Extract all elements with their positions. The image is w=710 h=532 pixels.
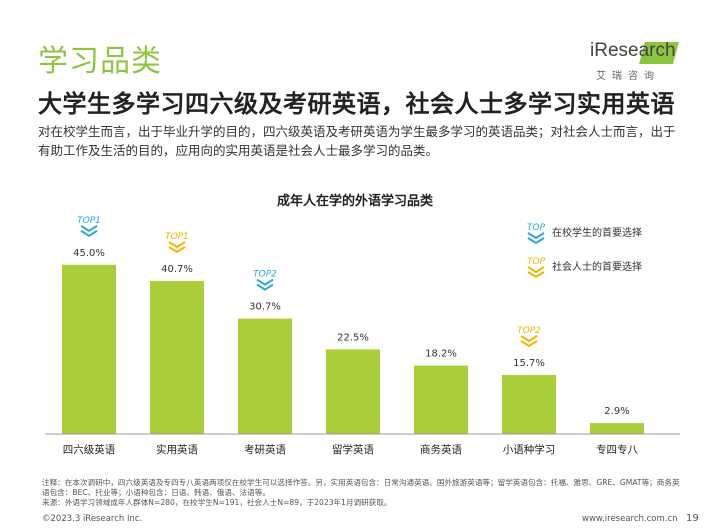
bar-3 (238, 318, 292, 434)
legend-label-1: 在校学生的首要选择 (552, 226, 642, 239)
bar-5 (414, 365, 468, 434)
top-badge-2-chevron (168, 246, 186, 254)
data-label-5: 18.2% (425, 349, 457, 360)
bar-1 (62, 264, 116, 434)
legend-badge-2-chevron (527, 266, 545, 274)
top-badge-1-chevron (80, 229, 98, 237)
bar-4 (326, 349, 380, 434)
bar-2 (150, 280, 204, 434)
top-badge-4-chevron (520, 340, 538, 348)
top-badge-1-chevron (80, 224, 98, 232)
data-label-6: 15.7% (513, 358, 545, 369)
category-label-4: 留学英语 (332, 443, 374, 456)
category-label-5: 商务英语 (420, 443, 462, 456)
footnotes: 注释：在本次调研中，四六级英语及专四专八英语两项仅在校学生可以选择作答。另，实用… (42, 478, 682, 508)
description: 对在校学生而言，出于毕业升学的目的，四六级英语及考研英语为学生最多学习的英语品类… (38, 124, 676, 158)
footnote-note: 注释：在本次调研中，四六级英语及专四专八英语两项仅在校学生可以选择作答。另，实用… (42, 478, 680, 497)
top-badge-1-text: TOP1 (77, 216, 101, 226)
data-label-4: 22.5% (337, 332, 369, 343)
legend-badge-1-chevron (527, 237, 545, 245)
top-badge-2-chevron (168, 241, 186, 249)
iresearch-logo: iResearch 艾瑞咨询 (582, 40, 682, 86)
category-label-7: 专四专八 (596, 443, 638, 456)
data-label-7: 2.9% (604, 406, 629, 417)
category-label-3: 考研英语 (244, 443, 286, 456)
chart-title: 成年人在学的外语学习品类 (277, 193, 434, 209)
top-badge-4-chevron (520, 335, 538, 343)
legend-badge-2: TOP (527, 257, 546, 279)
data-label-3: 30.7% (249, 302, 281, 313)
top-badge-3-text: TOP2 (253, 270, 277, 280)
headline: 大学生多学习四六级及考研英语，社会人士多学习实用英语 (38, 90, 675, 118)
top-badge-3: TOP2 (253, 270, 277, 291)
section-title: 学习品类 (38, 44, 162, 79)
top-badge-4: TOP2 (517, 326, 541, 348)
top-badge-2-text: TOP1 (165, 232, 189, 242)
category-label-2: 实用英语 (156, 443, 198, 456)
legend-badge-1-chevron (527, 232, 545, 240)
page-number: 19 (686, 513, 699, 524)
legend-badge-2-text: TOP (527, 257, 546, 267)
data-label-1: 45.0% (73, 248, 105, 259)
footnote-source: 来源：外语学习领域成年人群体N=280，在校学生N=191，社会人士N=89，于… (42, 498, 392, 507)
category-label-1: 四六级英语 (63, 443, 116, 456)
top-badge-1: TOP1 (77, 216, 101, 237)
legend-label-2: 社会人士的首要选择 (552, 260, 642, 273)
bar-6 (502, 374, 556, 434)
legend-badge-1-text: TOP (527, 223, 546, 233)
legend-badge-1: TOP (527, 223, 546, 245)
top-badge-3-chevron (256, 278, 274, 286)
category-label-6: 小语种学习 (503, 443, 556, 456)
logo-subtitle: 艾瑞咨询 (596, 71, 660, 82)
data-label-2: 40.7% (161, 264, 193, 275)
bar-7 (590, 423, 644, 434)
copyright: ©2023.3 iResearch Inc. (42, 514, 143, 524)
top-badge-2: TOP1 (165, 232, 189, 254)
top-badge-4-text: TOP2 (517, 326, 541, 336)
website-link[interactable]: www.iresearch.com.cn (582, 514, 678, 524)
logo-wordmark: iResearch (590, 40, 676, 61)
legend-badge-2-chevron (527, 271, 545, 279)
top-badge-3-chevron (256, 283, 274, 291)
